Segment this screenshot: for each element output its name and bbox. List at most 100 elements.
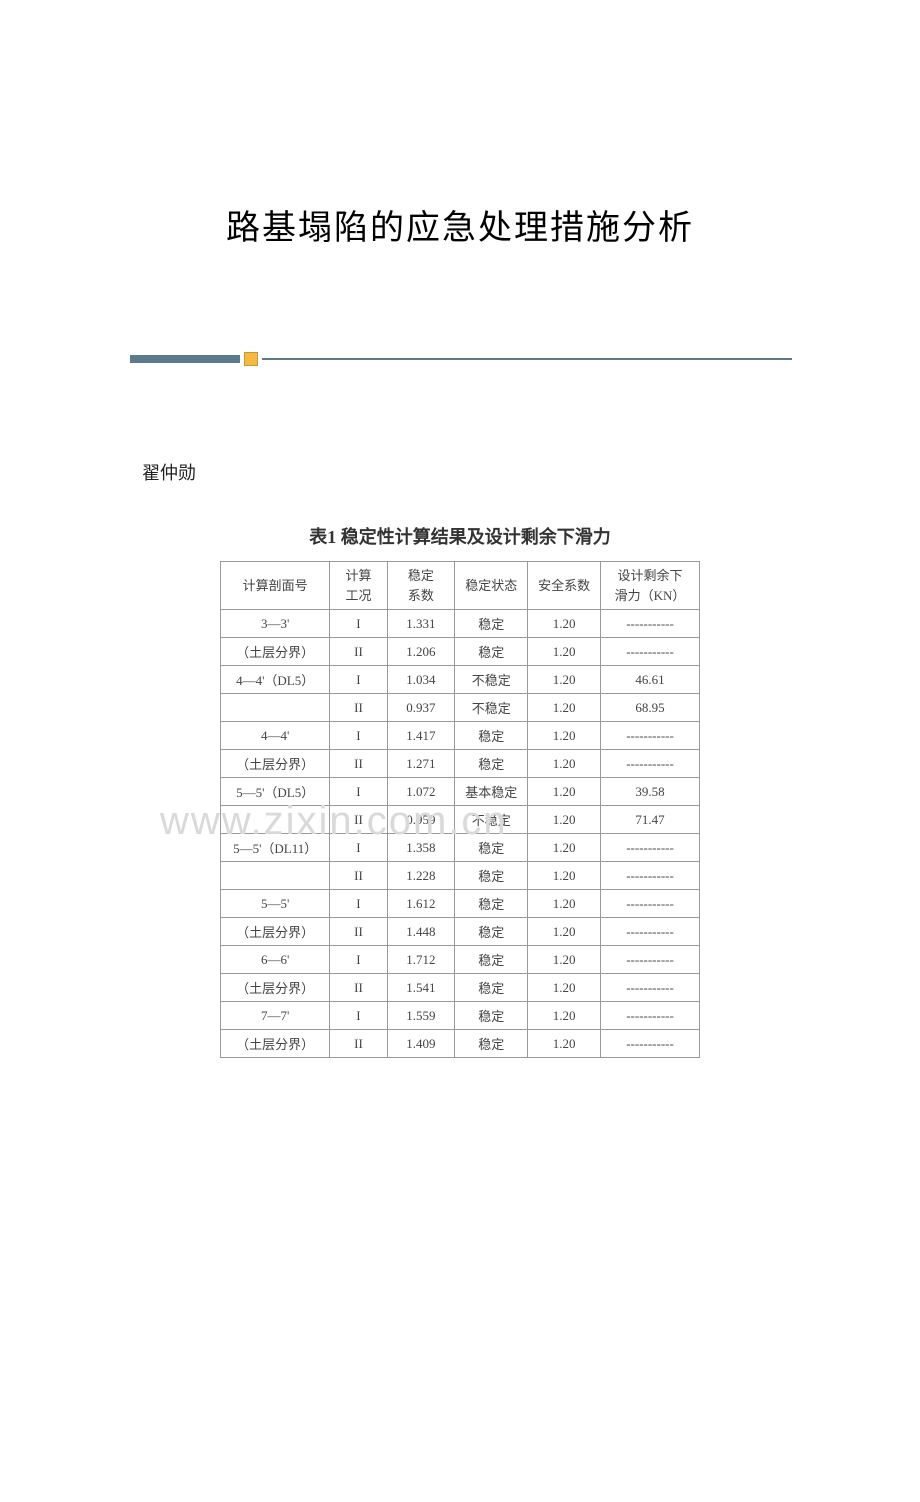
cell-condition: II <box>330 1030 387 1058</box>
cell-profile: 5—5'（DL11） <box>221 834 330 862</box>
cell-residual: ----------- <box>601 946 700 974</box>
cell-condition: II <box>330 918 387 946</box>
cell-profile <box>221 694 330 722</box>
cell-coefficient: 1.072 <box>387 778 455 806</box>
table-row: （土层分界）II1.448稳定1.20----------- <box>221 918 700 946</box>
cell-safety: 1.20 <box>528 806 601 834</box>
cell-residual: ----------- <box>601 834 700 862</box>
cell-state: 稳定 <box>455 946 528 974</box>
cell-residual: ----------- <box>601 638 700 666</box>
cell-profile: 4—4' <box>221 722 330 750</box>
cell-state: 稳定 <box>455 890 528 918</box>
cell-profile: （土层分界） <box>221 974 330 1002</box>
cell-profile: 5—5'（DL5） <box>221 778 330 806</box>
cell-coefficient: 1.271 <box>387 750 455 778</box>
col-header-state: 稳定状态 <box>455 562 528 610</box>
table-row: 5—5'（DL5）I1.072基本稳定1.2039.58 <box>221 778 700 806</box>
cell-safety: 1.20 <box>528 694 601 722</box>
table-row: 5—5'I1.612稳定1.20----------- <box>221 890 700 918</box>
cell-state: 稳定 <box>455 638 528 666</box>
cell-profile: 5—5' <box>221 890 330 918</box>
divider-right-bar <box>262 358 792 360</box>
col-header-residual: 设计剩余下 滑力（KN） <box>601 562 700 610</box>
cell-condition: I <box>330 834 387 862</box>
page-title: 路基塌陷的应急处理措施分析 <box>0 200 920 249</box>
cell-residual: ----------- <box>601 974 700 1002</box>
cell-condition: II <box>330 862 387 890</box>
cell-state: 稳定 <box>455 862 528 890</box>
cell-condition: I <box>330 722 387 750</box>
cell-profile: （土层分界） <box>221 638 330 666</box>
table-row: 4—4'I1.417稳定1.20----------- <box>221 722 700 750</box>
cell-state: 不稳定 <box>455 694 528 722</box>
cell-safety: 1.20 <box>528 750 601 778</box>
col-header-condition: 计算 工况 <box>330 562 387 610</box>
cell-safety: 1.20 <box>528 610 601 638</box>
table-row: （土层分界）II1.409稳定1.20----------- <box>221 1030 700 1058</box>
cell-coefficient: 1.712 <box>387 946 455 974</box>
cell-state: 稳定 <box>455 918 528 946</box>
cell-residual: ----------- <box>601 890 700 918</box>
cell-residual: ----------- <box>601 722 700 750</box>
cell-safety: 1.20 <box>528 638 601 666</box>
cell-condition: I <box>330 946 387 974</box>
cell-condition: II <box>330 806 387 834</box>
table-row: 6—6'I1.712稳定1.20----------- <box>221 946 700 974</box>
cell-profile: （土层分界） <box>221 1030 330 1058</box>
cell-residual: 68.95 <box>601 694 700 722</box>
cell-safety: 1.20 <box>528 974 601 1002</box>
col-header-safety: 安全系数 <box>528 562 601 610</box>
table-row: II1.228稳定1.20----------- <box>221 862 700 890</box>
table-row: 5—5'（DL11）I1.358稳定1.20----------- <box>221 834 700 862</box>
col-header-coefficient: 稳定 系数 <box>387 562 455 610</box>
table-caption: 表1 稳定性计算结果及设计剩余下滑力 <box>0 523 920 549</box>
cell-residual: ----------- <box>601 1030 700 1058</box>
cell-condition: II <box>330 694 387 722</box>
cell-profile <box>221 862 330 890</box>
cell-safety: 1.20 <box>528 890 601 918</box>
cell-profile: 6—6' <box>221 946 330 974</box>
cell-coefficient: 1.206 <box>387 638 455 666</box>
table-row: II0.937不稳定1.2068.95 <box>221 694 700 722</box>
cell-state: 基本稳定 <box>455 778 528 806</box>
table-row: （土层分界）II1.541稳定1.20----------- <box>221 974 700 1002</box>
cell-profile: （土层分界） <box>221 918 330 946</box>
cell-condition: I <box>330 666 387 694</box>
table-row: 4—4'（DL5）I1.034不稳定1.2046.61 <box>221 666 700 694</box>
cell-safety: 1.20 <box>528 862 601 890</box>
table-row: （土层分界）II1.206稳定1.20----------- <box>221 638 700 666</box>
col-header-profile: 计算剖面号 <box>221 562 330 610</box>
cell-coefficient: 1.417 <box>387 722 455 750</box>
cell-residual: 39.58 <box>601 778 700 806</box>
cell-residual: ----------- <box>601 862 700 890</box>
cell-safety: 1.20 <box>528 722 601 750</box>
table-row: 3—3'I1.331稳定1.20----------- <box>221 610 700 638</box>
cell-coefficient: 0.937 <box>387 694 455 722</box>
cell-profile: 7—7' <box>221 1002 330 1030</box>
cell-state: 不稳定 <box>455 806 528 834</box>
cell-safety: 1.20 <box>528 918 601 946</box>
cell-coefficient: 1.358 <box>387 834 455 862</box>
decorative-divider <box>0 349 920 369</box>
cell-condition: I <box>330 890 387 918</box>
table-header-row: 计算剖面号 计算 工况 稳定 系数 稳定状态 安全系数 <box>221 562 700 610</box>
cell-safety: 1.20 <box>528 778 601 806</box>
table-row: （土层分界）II1.271稳定1.20----------- <box>221 750 700 778</box>
cell-condition: II <box>330 638 387 666</box>
cell-condition: I <box>330 778 387 806</box>
cell-state: 稳定 <box>455 1002 528 1030</box>
cell-condition: II <box>330 750 387 778</box>
stability-table: 计算剖面号 计算 工况 稳定 系数 稳定状态 安全系数 <box>220 561 700 1058</box>
cell-state: 稳定 <box>455 750 528 778</box>
cell-safety: 1.20 <box>528 666 601 694</box>
cell-safety: 1.20 <box>528 1030 601 1058</box>
cell-residual: 46.61 <box>601 666 700 694</box>
cell-residual: ----------- <box>601 1002 700 1030</box>
cell-profile: 4—4'（DL5） <box>221 666 330 694</box>
cell-residual: ----------- <box>601 750 700 778</box>
cell-profile <box>221 806 330 834</box>
cell-condition: II <box>330 974 387 1002</box>
cell-safety: 1.20 <box>528 834 601 862</box>
table-row: 7—7'I1.559稳定1.20----------- <box>221 1002 700 1030</box>
cell-coefficient: 1.331 <box>387 610 455 638</box>
